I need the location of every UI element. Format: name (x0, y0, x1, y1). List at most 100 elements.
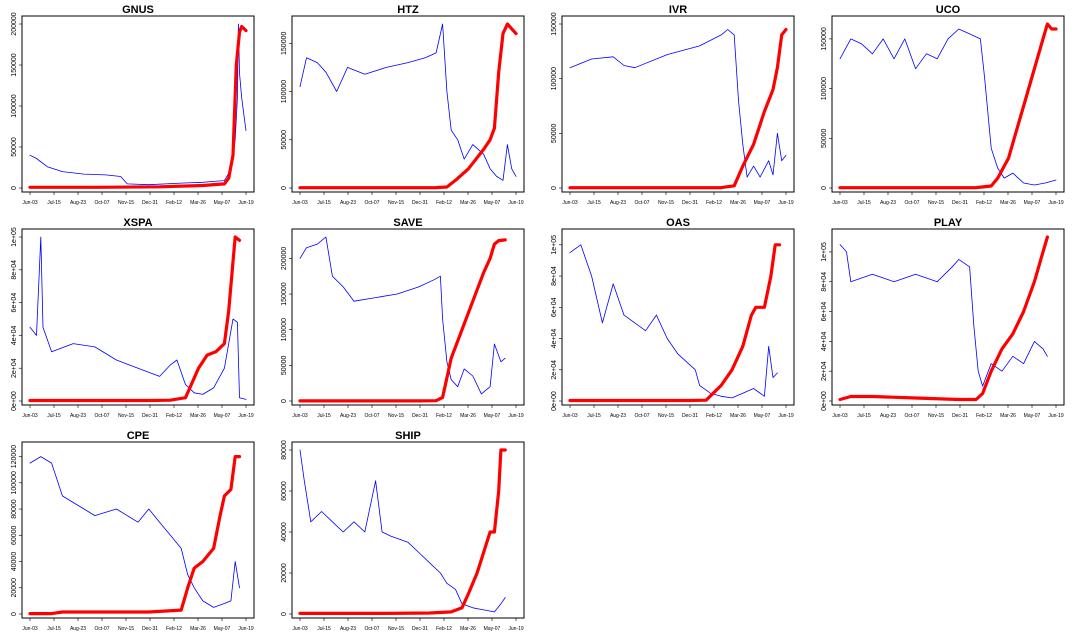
y-tick-label: 50000 (11, 137, 18, 157)
x-tick-label: Aug-23 (340, 413, 356, 419)
x-tick-label: Oct-07 (94, 413, 109, 419)
y-tick-label: 0 (11, 186, 18, 190)
y-tick-label: 2e+04 (821, 361, 828, 381)
y-tick-label: 20000 (11, 578, 18, 598)
y-tick-label: 150000 (281, 282, 288, 305)
x-tick-label: Jun-03 (562, 413, 578, 419)
y-tick-label: 60000 (281, 481, 288, 501)
x-tick-label: May-07 (1024, 413, 1041, 419)
y-tick-label: 50000 (821, 128, 828, 148)
x-tick-label: Dec-31 (682, 413, 698, 419)
chart-panel-ship: SHIP 0 20000 40000 60000 80000 Jun-03 Jul-15 Aug… (270, 426, 540, 639)
y-tick-label: 40000 (281, 522, 288, 542)
x-tick-label: Jul-15 (317, 200, 331, 206)
y-tick-label: 100000 (821, 77, 828, 100)
y-tick-label: 100000 (11, 94, 18, 117)
chart-panel-gnus: GNUS 0 50000 100000 150000 200000 Jun-03 Jul-15… (0, 0, 270, 213)
chart-panel-uco: UCO 0 50000 100000 150000 Jun-03 Jul-15 Aug-23 O… (810, 0, 1080, 213)
x-tick-label: Dec-31 (412, 626, 428, 632)
x-tick-label: Mar-26 (730, 200, 746, 206)
x-tick-label: Mar-26 (190, 626, 206, 632)
y-tick-label: 2e+04 (551, 360, 558, 380)
x-tick-label: Aug-23 (880, 413, 896, 419)
x-tick-label: Aug-23 (70, 413, 86, 419)
y-tick-label: 50000 (551, 123, 558, 143)
x-tick-label: May-07 (484, 626, 501, 632)
x-tick-label: Jul-15 (47, 413, 61, 419)
x-tick-label: Jun-03 (292, 626, 308, 632)
trend-line (28, 235, 242, 403)
price-line (569, 29, 787, 178)
x-tick-label: May-07 (754, 413, 771, 419)
trend-line (298, 22, 518, 190)
x-tick-label: Nov-15 (928, 200, 944, 206)
x-tick-label: Aug-23 (340, 626, 356, 632)
x-tick-label: Dec-31 (412, 413, 428, 419)
x-tick-label: Nov-15 (658, 200, 674, 206)
x-tick-label: Jun-03 (292, 200, 308, 206)
x-tick-label: Feb-12 (706, 413, 722, 419)
x-tick-label: Jun-19 (238, 413, 254, 419)
y-tick-label: 50000 (281, 356, 288, 376)
x-tick-label: Jul-15 (47, 200, 61, 206)
x-tick-label: Jun-03 (22, 413, 38, 419)
price-line (29, 236, 247, 400)
plot-frame (561, 228, 795, 406)
y-tick-label: 0 (281, 399, 288, 403)
y-tick-label: 100000 (11, 471, 18, 494)
y-tick-label: 200000 (11, 12, 18, 35)
chart-panel-xspa: XSPA 0e+00 2e+04 4e+04 6e+04 8e+04 1e+05 Jun-03… (0, 213, 270, 426)
x-tick-label: Mar-26 (460, 626, 476, 632)
chart-title: SHIP (395, 430, 421, 442)
y-tick-label: 8e+04 (551, 266, 558, 286)
x-tick-label: May-07 (214, 413, 231, 419)
x-tick-label: Dec-31 (952, 200, 968, 206)
chart-panel-play: PLAY 0e+00 2e+04 4e+04 6e+04 8e+04 1e+05 Jun-03… (810, 213, 1080, 426)
plot-frame (21, 228, 255, 406)
x-tick-label: Dec-31 (412, 200, 428, 206)
x-tick-label: Feb-12 (706, 200, 722, 206)
x-tick-label: May-07 (214, 626, 231, 632)
x-tick-label: Jul-15 (857, 200, 871, 206)
price-line (299, 236, 506, 395)
x-tick-label: Jun-19 (238, 200, 254, 206)
plot-frame (291, 228, 525, 406)
x-tick-label: Dec-31 (142, 200, 158, 206)
x-tick-label: Nov-15 (388, 413, 404, 419)
x-tick-label: Nov-15 (658, 413, 674, 419)
x-tick-label: Oct-07 (634, 200, 649, 206)
y-tick-label: 0 (11, 612, 18, 616)
plot-frame (21, 15, 255, 193)
price-line (839, 244, 1048, 387)
chart-title: GNUS (122, 4, 154, 16)
y-tick-label: 150000 (551, 12, 558, 35)
plot-frame (21, 441, 255, 619)
y-tick-label: 120000 (11, 445, 18, 468)
chart-panel-cpe: CPE 0 20000 40000 60000 80000 100000 120000 Jun-… (0, 426, 270, 639)
y-tick-label: 6e+04 (821, 302, 828, 322)
chart-title: HTZ (397, 4, 419, 16)
chart-title: PLAY (934, 217, 963, 229)
x-tick-label: Nov-15 (118, 200, 134, 206)
x-tick-label: Nov-15 (118, 413, 134, 419)
plot-frame (291, 15, 525, 193)
y-tick-label: 50000 (281, 130, 288, 150)
y-tick-label: 0 (821, 186, 828, 190)
trend-line (568, 27, 788, 190)
plot-frame (561, 15, 795, 193)
x-tick-label: May-07 (754, 200, 771, 206)
x-tick-label: Jul-15 (587, 200, 601, 206)
x-tick-label: Jun-19 (508, 200, 524, 206)
y-tick-label: 80000 (281, 440, 288, 460)
x-tick-label: Mar-26 (190, 413, 206, 419)
x-tick-label: Jun-03 (22, 626, 38, 632)
y-tick-label: 8e+04 (11, 260, 18, 280)
x-tick-label: Jun-03 (292, 413, 308, 419)
x-tick-label: Feb-12 (436, 200, 452, 206)
y-tick-label: 0 (281, 186, 288, 190)
chart-svg: IVR 0 50000 100000 150000 Jun-03 Jul-15 Aug-23 O… (551, 4, 795, 206)
chart-svg: HTZ 0 50000 100000 150000 Jun-03 Jul-15 Aug-23 O… (281, 4, 525, 206)
trend-line (28, 24, 248, 189)
x-tick-label: Jul-15 (587, 413, 601, 419)
chart-svg: PLAY 0e+00 2e+04 4e+04 6e+04 8e+04 1e+05 Jun-03… (821, 217, 1065, 419)
